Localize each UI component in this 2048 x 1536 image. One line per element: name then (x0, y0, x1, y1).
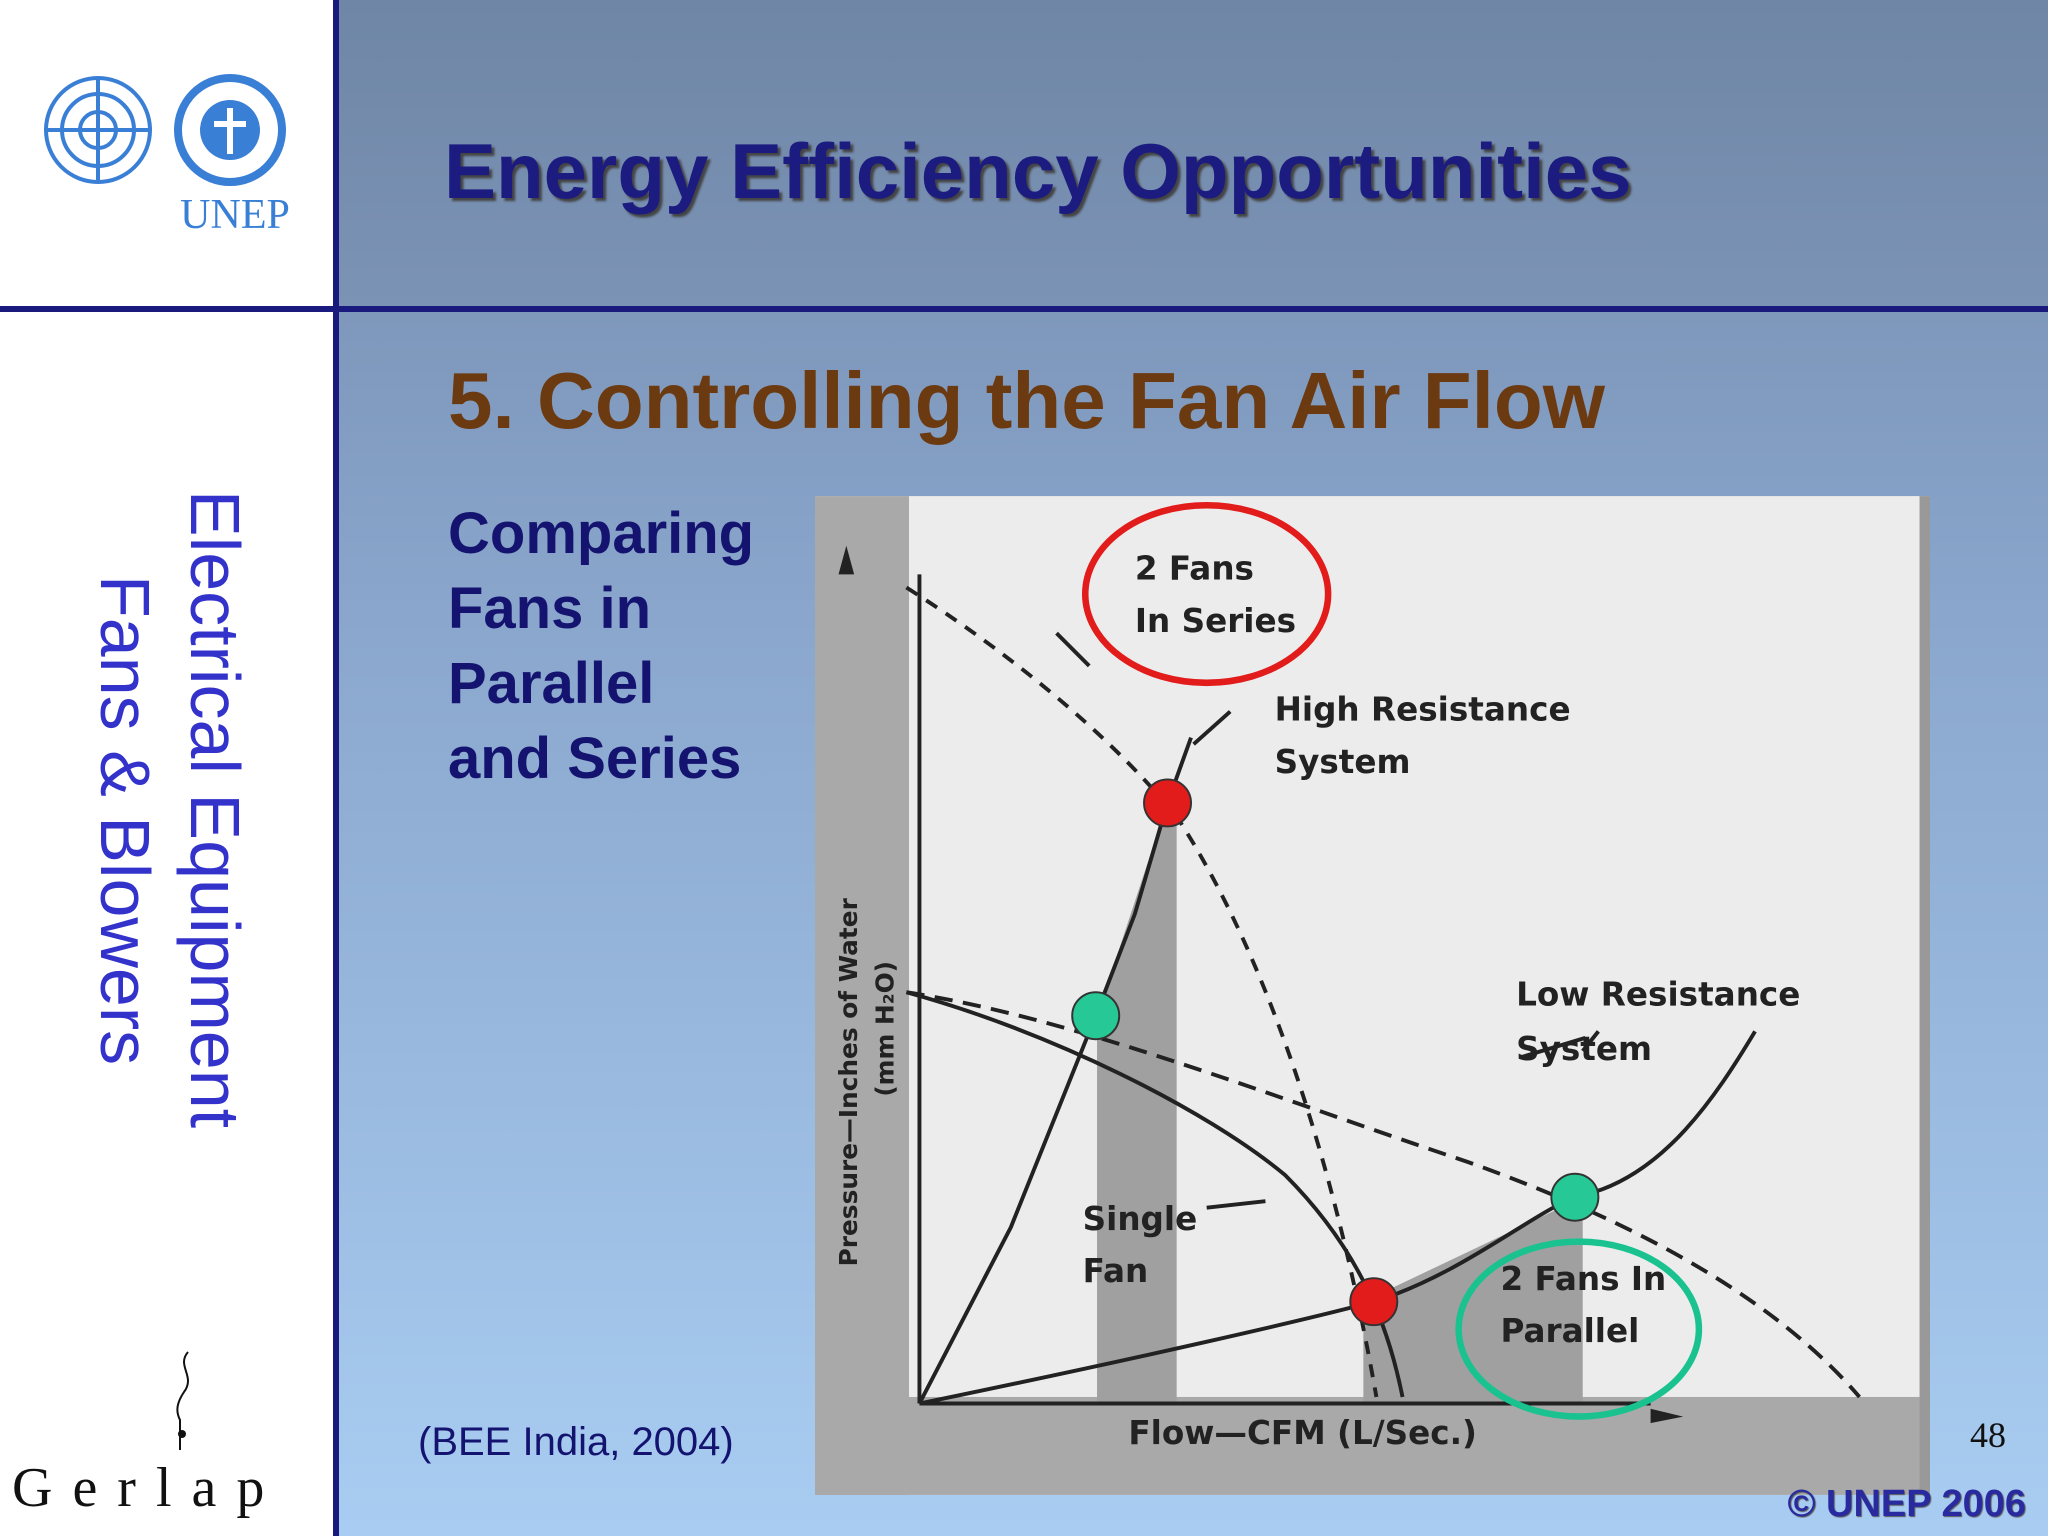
sidebar (0, 0, 337, 1536)
y-axis-label: Pressure—Inches of Water (834, 897, 863, 1266)
diagram-label: System (1516, 1030, 1652, 1068)
heading: 5. Controlling the Fan Air Flow (448, 356, 1605, 445)
sidebar-text: Electrical Equipment (176, 490, 254, 1129)
source: (BEE India, 2004) (418, 1420, 734, 1464)
diagram-label: Fan (1083, 1252, 1149, 1290)
caption: and Series (448, 726, 742, 791)
diagram-label: Parallel (1500, 1312, 1639, 1350)
diagram-label: In Series (1135, 602, 1296, 640)
caption: Comparing (448, 501, 755, 566)
unep-logo: UNEP (44, 74, 290, 238)
diagram-label: High Resistance (1275, 691, 1571, 729)
brand-mark (176, 1351, 189, 1450)
divider (0, 306, 2048, 312)
title: Energy Efficiency Opportunities (444, 127, 1632, 215)
y-axis-label: (mm H₂O) (870, 961, 899, 1097)
logo-text: UNEP (180, 192, 290, 238)
x-axis-label: Flow—CFM (L/Sec.) (1128, 1414, 1477, 1452)
page-number: 48 (1970, 1415, 2006, 1455)
diagram-label: 2 Fans In (1500, 1260, 1666, 1298)
caption: Parallel (448, 651, 655, 716)
diagram-label: Single (1083, 1200, 1198, 1238)
diagram-label: 2 Fans (1135, 550, 1254, 588)
diagram-label: Low Resistance (1516, 975, 1800, 1013)
copyright: © UNEP 2006 (1787, 1483, 2026, 1525)
brand: Gerlap (12, 1457, 285, 1519)
sidebar-text: Fans & Blowers (86, 575, 164, 1066)
divider (333, 0, 339, 1536)
diagram-label: System (1275, 743, 1411, 781)
header-band (339, 0, 2048, 306)
fan-diagram: 2 Fans In Series High Resistance System … (815, 496, 1930, 1495)
caption: Fans in (448, 576, 652, 641)
